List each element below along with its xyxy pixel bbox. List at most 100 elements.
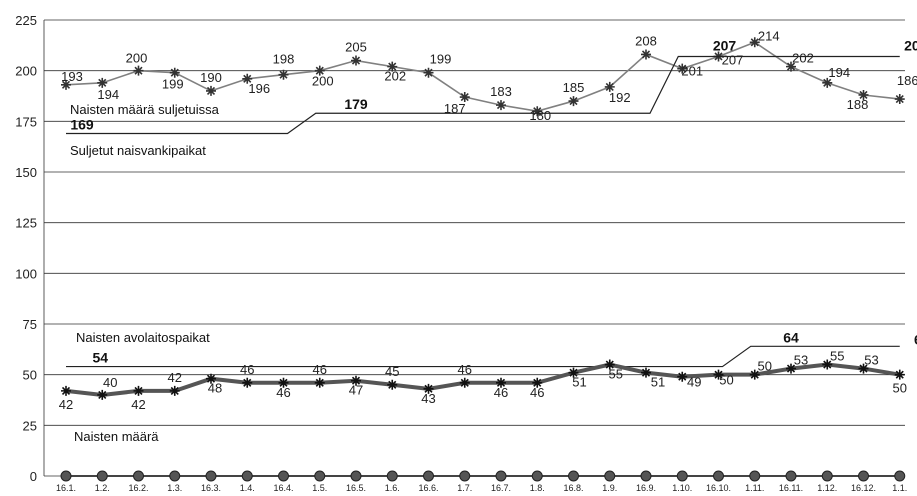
data-label-naisten-maara: 46 [494, 385, 508, 400]
data-point-naisten-maara [641, 367, 651, 378]
data-point-zero [568, 470, 579, 482]
data-point-suljetuissa [314, 65, 325, 76]
data-point-zero [205, 470, 217, 482]
x-tick-label: 16.1. [56, 483, 76, 493]
x-tick-label: 1.11. [745, 483, 764, 493]
data-label-naisten-maara: 45 [385, 364, 399, 379]
step-label-avolaitos: 64 [783, 329, 799, 345]
x-tick-label: 16.9. [636, 483, 656, 493]
data-label-naisten-maara: 42 [168, 370, 182, 385]
y-tick-label: 175 [15, 114, 37, 129]
data-point-zero [169, 470, 181, 482]
data-point-suljetuissa [568, 96, 579, 107]
data-label-suljetuissa: 208 [635, 33, 657, 48]
x-tick-label: 16.7. [491, 483, 511, 493]
data-point-zero [821, 470, 833, 482]
data-label-suljetuissa: 183 [490, 84, 512, 99]
data-point-zero [60, 470, 72, 482]
data-label-naisten-maara: 48 [208, 381, 222, 396]
data-point-naisten-maara [242, 377, 253, 388]
x-tick-label: 1.7. [457, 483, 472, 493]
x-tick-label: 1.1. [892, 483, 907, 493]
step-label-avolaitos: 64 [914, 331, 917, 347]
step-label-suljetut: 207 [904, 37, 917, 53]
data-label-suljetuissa: 192 [609, 90, 631, 105]
data-label-suljetuissa: 188 [847, 97, 869, 112]
data-label-suljetuissa: 199 [430, 52, 452, 67]
data-label-naisten-maara: 46 [276, 385, 290, 400]
series-group [60, 37, 906, 482]
x-tick-label: 16.2. [128, 483, 148, 493]
data-point-naisten-maara [351, 375, 361, 386]
data-label-suljetuissa: 194 [97, 87, 119, 102]
data-point-naisten-maara [314, 377, 325, 388]
data-label-suljetuissa: 207 [722, 52, 744, 67]
data-point-zero [459, 470, 471, 482]
y-tick-label: 25 [23, 418, 37, 433]
data-point-suljetuissa [786, 61, 796, 72]
x-tick-label: 1.5. [312, 483, 327, 493]
data-point-naisten-maara [749, 369, 760, 380]
series-name-avolaitospaikat: Naisten avolaitospaikat [76, 330, 210, 345]
data-label-suljetuissa: 200 [312, 74, 334, 89]
data-label-suljetuissa: 193 [61, 69, 83, 84]
y-tick-label: 150 [15, 165, 37, 180]
data-label-naisten-maara: 46 [458, 362, 472, 377]
data-point-suljetuissa [278, 69, 289, 80]
data-label-suljetuissa: 194 [828, 65, 850, 80]
step-label-avolaitos: 54 [92, 350, 108, 366]
data-point-zero [423, 470, 434, 482]
x-tick-label: 1.10. [672, 483, 692, 493]
data-label-naisten-maara: 55 [830, 349, 844, 364]
x-tick-label: 16.5. [346, 483, 366, 493]
y-tick-label: 200 [15, 64, 37, 79]
gridlines [44, 19, 905, 477]
series-line-naisten-suljetuissa [65, 41, 900, 113]
data-label-naisten-maara: 46 [240, 362, 254, 377]
data-label-suljetuissa: 214 [758, 28, 780, 43]
data-point-naisten-maara [604, 359, 615, 370]
data-label-naisten-maara: 40 [103, 375, 117, 390]
data-point-naisten-maara [206, 373, 216, 384]
x-tick-label: 1.9. [602, 483, 617, 493]
step-label-suljetut: 179 [344, 96, 368, 112]
data-label-naisten-maara: 42 [59, 397, 73, 412]
data-label-suljetuissa: 201 [681, 64, 703, 79]
data-label-naisten-maara: 46 [313, 362, 327, 377]
data-point-naisten-maara [97, 389, 108, 400]
x-tick-label: 1.6. [385, 483, 400, 493]
x-axis: 16.1. 1.2. 16.2. 1.3. 16.3. 1.4. 16.4. 1.5. 16.5… [56, 476, 907, 493]
y-tick-label: 125 [15, 216, 37, 231]
data-label-naisten-maara: 50 [719, 373, 733, 388]
series-name-suljetut-paikat: Suljetut naisvankipaikat [70, 143, 206, 158]
data-point-zero [278, 470, 289, 482]
data-point-suljetuissa [496, 100, 506, 111]
data-label-naisten-maara: 53 [794, 353, 808, 368]
data-point-naisten-maara [568, 367, 579, 378]
data-point-zero [894, 470, 906, 482]
data-label-suljetuissa: 187 [444, 101, 466, 116]
data-point-suljetuissa [459, 92, 470, 103]
x-tick-label: 16.11. [779, 483, 803, 493]
data-label-suljetuissa: 186 [897, 73, 917, 88]
data-point-suljetuissa [133, 65, 144, 76]
data-point-naisten-maara [786, 363, 796, 374]
y-tick-label: 50 [23, 368, 37, 383]
x-tick-label: 1.3. [167, 483, 182, 493]
data-point-zero [604, 470, 616, 482]
data-point-naisten-maara [713, 369, 724, 380]
data-label-naisten-maara: 46 [530, 385, 544, 400]
data-point-naisten-maara [133, 385, 144, 396]
data-label-suljetuissa: 202 [792, 51, 814, 66]
data-point-suljetuissa [858, 89, 869, 100]
x-tick-label: 16.12. [851, 483, 876, 493]
x-tick-label: 1.8. [530, 483, 545, 493]
data-point-suljetuissa [604, 81, 615, 92]
series-name-naisten-maara: Naisten määrä [74, 429, 159, 444]
data-point-zero [749, 470, 761, 482]
y-tick-label: 225 [15, 13, 37, 28]
data-point-zero [350, 470, 362, 482]
data-point-naisten-maara [459, 377, 470, 388]
data-point-zero [386, 470, 398, 482]
